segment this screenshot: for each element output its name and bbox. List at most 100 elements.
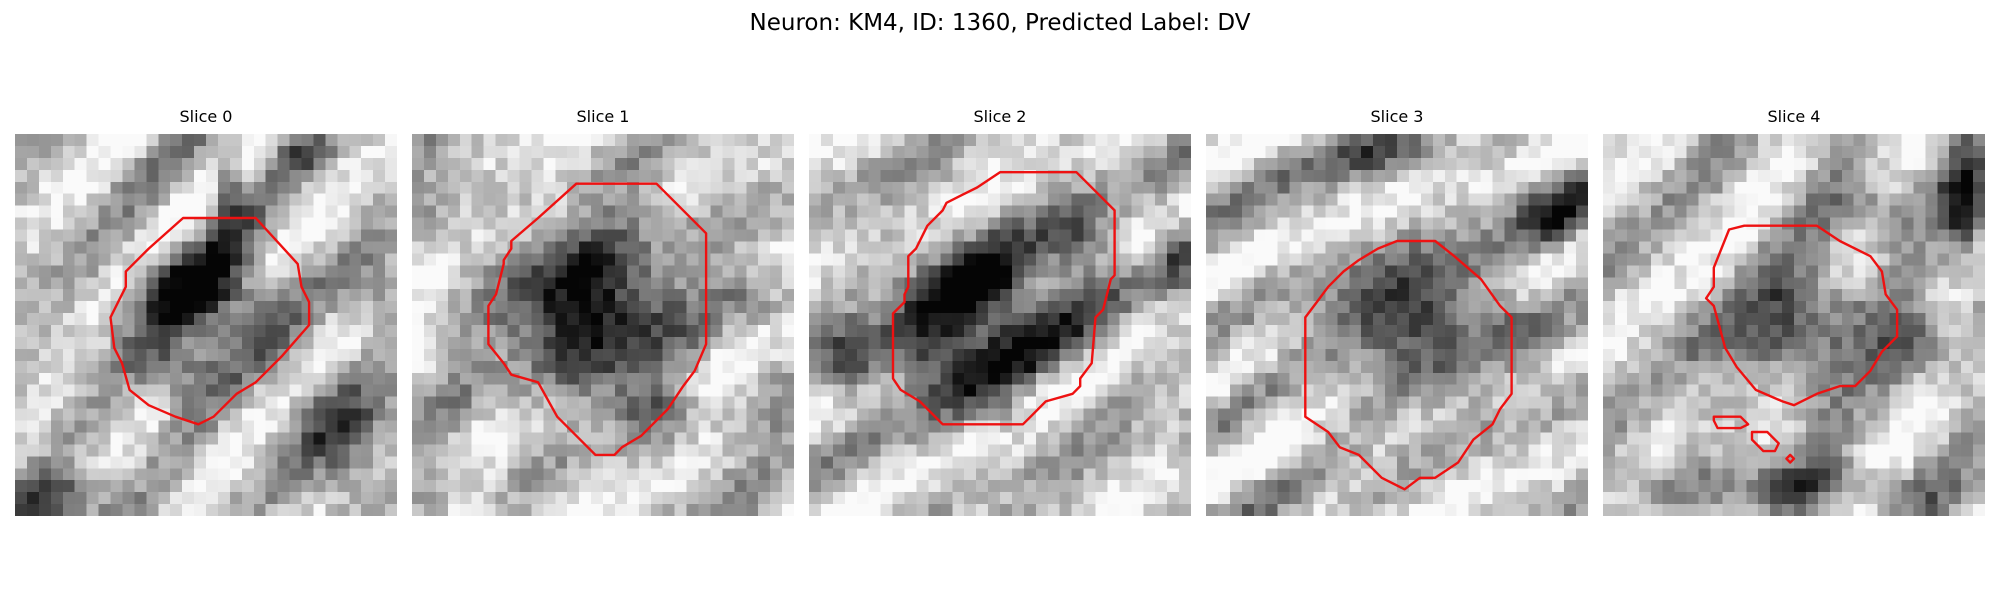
image-pixel (1432, 420, 1446, 434)
image-pixel (122, 157, 135, 171)
image-pixel (170, 265, 183, 278)
image-pixel (1794, 181, 1807, 195)
image-pixel (122, 134, 135, 147)
image-pixel (373, 205, 386, 219)
image-pixel (1662, 265, 1676, 278)
image-pixel (531, 325, 544, 338)
image-pixel (1722, 408, 1735, 422)
image-pixel (1083, 384, 1097, 398)
image-pixel (1301, 384, 1315, 398)
image-pixel (1698, 432, 1712, 445)
image-pixel (1229, 289, 1243, 302)
image-pixel (1059, 420, 1073, 434)
image-pixel (1131, 157, 1144, 171)
image-pixel (1638, 229, 1652, 243)
image-pixel (1782, 325, 1795, 338)
image-pixel (1107, 169, 1120, 183)
image-pixel (844, 468, 858, 481)
image-pixel (1889, 325, 1903, 338)
image-pixel (1107, 432, 1120, 445)
image-pixel (1722, 289, 1735, 302)
image-pixel (313, 241, 326, 254)
image-pixel (62, 480, 76, 493)
image-pixel (1241, 456, 1255, 469)
image-pixel (1853, 408, 1867, 422)
image-pixel (1603, 384, 1616, 398)
image-pixel (1349, 289, 1362, 302)
image-pixel (722, 492, 735, 505)
image-pixel (1241, 169, 1255, 183)
image-pixel (1937, 336, 1950, 350)
image-pixel (1468, 336, 1482, 350)
image-pixel (447, 157, 461, 171)
image-pixel (1206, 348, 1219, 362)
image-pixel (1408, 348, 1422, 362)
image-pixel (591, 301, 604, 314)
image-pixel (1119, 157, 1132, 171)
image-pixel (770, 169, 783, 183)
image-pixel (1794, 289, 1807, 302)
image-pixel (1071, 134, 1085, 147)
image-pixel (746, 456, 759, 469)
image-pixel (988, 134, 1001, 147)
image-pixel (952, 301, 965, 314)
image-pixel (1167, 492, 1180, 505)
image-pixel (1540, 432, 1553, 445)
image-pixel (182, 348, 195, 362)
image-pixel (1674, 336, 1688, 350)
image-pixel (134, 205, 147, 219)
image-pixel (361, 289, 374, 302)
image-pixel (543, 480, 556, 493)
image-pixel (86, 301, 100, 314)
image-pixel (782, 336, 794, 350)
image-pixel (916, 432, 929, 445)
image-pixel (1420, 456, 1434, 469)
image-pixel (638, 157, 652, 171)
image-pixel (674, 468, 688, 481)
image-pixel (567, 504, 580, 516)
image-pixel (471, 372, 485, 386)
image-pixel (1961, 348, 1974, 362)
image-pixel (591, 241, 604, 254)
image-pixel (182, 444, 195, 457)
image-pixel (1901, 432, 1914, 445)
image-pixel (988, 265, 1001, 278)
image-pixel (253, 468, 267, 481)
image-pixel (1011, 313, 1025, 326)
image-pixel (423, 420, 437, 434)
image-pixel (134, 468, 147, 481)
image-pixel (1961, 229, 1974, 243)
image-pixel (614, 157, 628, 171)
image-pixel (122, 301, 135, 314)
image-pixel (1131, 193, 1144, 207)
image-pixel (892, 253, 906, 266)
image-pixel (206, 145, 219, 159)
image-pixel (770, 301, 783, 314)
image-pixel (1179, 348, 1191, 362)
image-pixel (722, 396, 735, 410)
image-pixel (1770, 253, 1783, 266)
image-pixel (1349, 396, 1362, 410)
image-pixel (253, 456, 267, 469)
image-pixel (904, 313, 918, 326)
image-pixel (868, 169, 882, 183)
image-pixel (1901, 157, 1914, 171)
image-pixel (170, 313, 183, 326)
image-pixel (146, 217, 159, 231)
image-pixel (626, 492, 640, 505)
image-pixel (650, 468, 664, 481)
image-pixel (1901, 134, 1914, 147)
image-pixel (265, 289, 279, 302)
image-pixel (1698, 444, 1712, 457)
image-pixel (543, 277, 556, 290)
image-pixel (1528, 229, 1541, 243)
image-pixel (1877, 384, 1891, 398)
image-pixel (1385, 157, 1398, 171)
image-pixel (1373, 169, 1386, 183)
image-pixel (337, 217, 350, 231)
image-pixel (62, 360, 76, 374)
image-pixel (1770, 325, 1783, 338)
image-pixel (746, 360, 759, 374)
image-pixel (686, 480, 700, 493)
image-pixel (1456, 277, 1470, 290)
